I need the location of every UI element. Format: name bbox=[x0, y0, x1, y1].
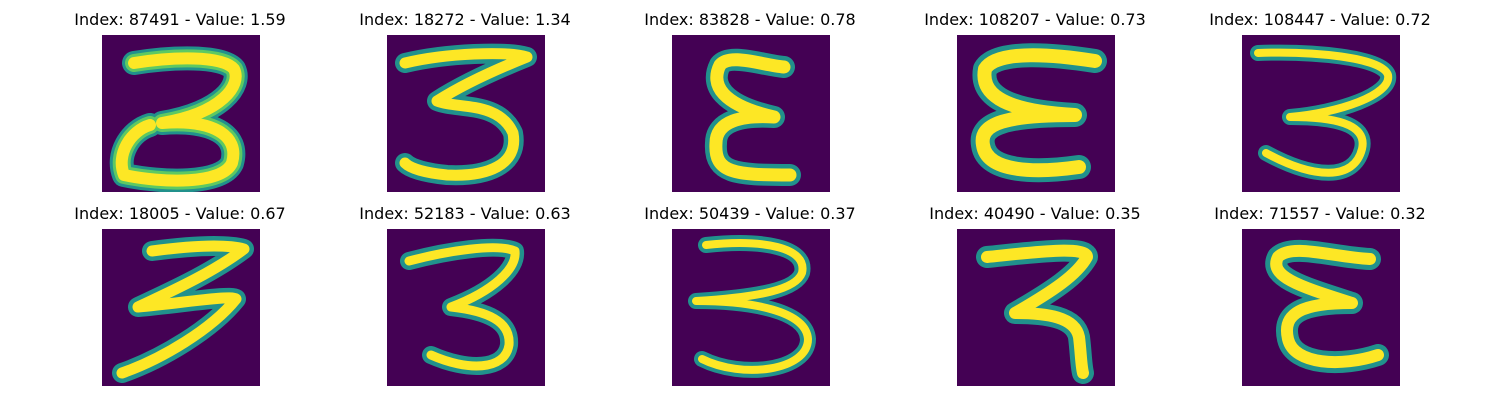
panel-title: Index: 83828 - Value: 0.78 bbox=[644, 10, 856, 29]
panel-title: Index: 50439 - Value: 0.37 bbox=[644, 204, 856, 223]
panel-title: Index: 18272 - Value: 1.34 bbox=[359, 10, 571, 29]
digit-image bbox=[957, 229, 1115, 386]
digit-panel-1: Index: 87491 - Value: 1.59 bbox=[30, 0, 330, 192]
digit-image bbox=[387, 35, 545, 192]
digit-image bbox=[672, 229, 830, 386]
digit-image bbox=[672, 35, 830, 192]
panel-title: Index: 108447 - Value: 0.72 bbox=[1209, 10, 1431, 29]
digit-panel-8: Index: 50439 - Value: 0.37 bbox=[600, 194, 900, 386]
panel-title: Index: 18005 - Value: 0.67 bbox=[74, 204, 286, 223]
digit-panel-7: Index: 52183 - Value: 0.63 bbox=[315, 194, 615, 386]
digit-panel-3: Index: 83828 - Value: 0.78 bbox=[600, 0, 900, 192]
digit-panel-4: Index: 108207 - Value: 0.73 bbox=[885, 0, 1185, 192]
panel-title: Index: 71557 - Value: 0.32 bbox=[1214, 204, 1426, 223]
digit-panel-6: Index: 18005 - Value: 0.67 bbox=[30, 194, 330, 386]
panel-title: Index: 87491 - Value: 1.59 bbox=[74, 10, 286, 29]
panel-title: Index: 40490 - Value: 0.35 bbox=[929, 204, 1141, 223]
digit-panel-10: Index: 71557 - Value: 0.32 bbox=[1170, 194, 1470, 386]
digit-image bbox=[387, 229, 545, 386]
digit-panel-9: Index: 40490 - Value: 0.35 bbox=[885, 194, 1185, 386]
digit-image bbox=[102, 229, 260, 386]
digit-image bbox=[1242, 35, 1400, 192]
digit-image bbox=[102, 35, 260, 192]
digit-panel-5: Index: 108447 - Value: 0.72 bbox=[1170, 0, 1470, 192]
panel-title: Index: 52183 - Value: 0.63 bbox=[359, 204, 571, 223]
digit-image bbox=[1242, 229, 1400, 386]
digit-panel-2: Index: 18272 - Value: 1.34 bbox=[315, 0, 615, 192]
panel-title: Index: 108207 - Value: 0.73 bbox=[924, 10, 1146, 29]
digit-image bbox=[957, 35, 1115, 192]
